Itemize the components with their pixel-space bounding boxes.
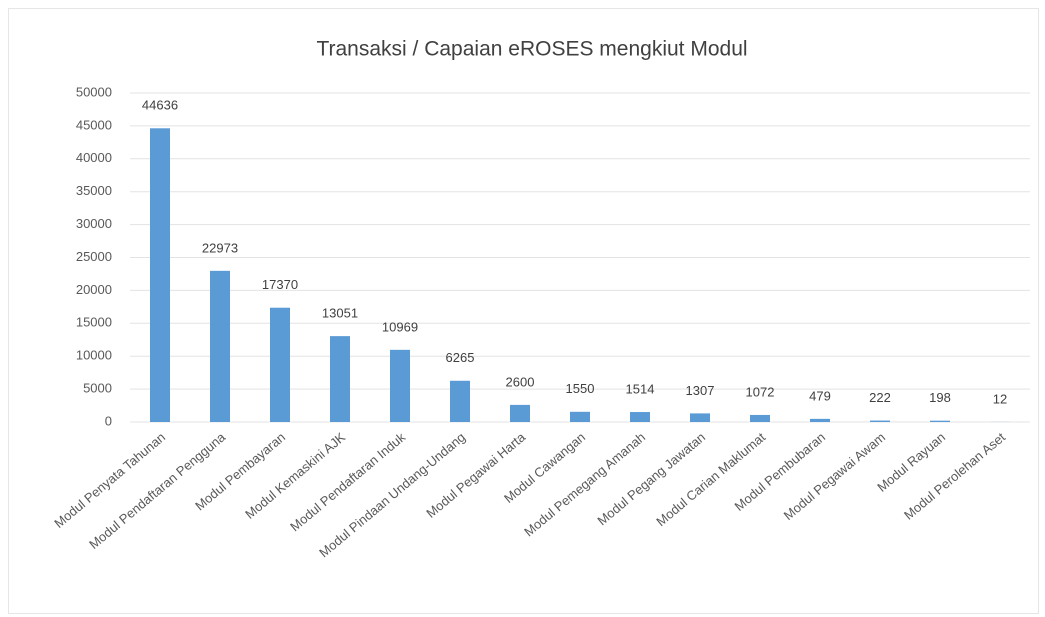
y-tick-label: 20000	[76, 282, 112, 297]
bar	[390, 349, 410, 422]
y-tick-label: 30000	[76, 216, 112, 231]
value-label: 10969	[382, 319, 418, 334]
value-label: 1550	[566, 381, 595, 396]
value-label: 1307	[686, 383, 715, 398]
value-label: 13051	[322, 306, 358, 321]
bar	[330, 336, 350, 422]
value-label: 198	[929, 390, 951, 405]
value-label: 479	[809, 388, 831, 403]
value-label: 22973	[202, 240, 238, 255]
value-label: 17370	[262, 277, 298, 292]
bar	[570, 411, 590, 422]
bar	[750, 414, 770, 422]
y-tick-label: 10000	[76, 348, 112, 363]
y-tick-label: 45000	[76, 117, 112, 132]
value-label: 2600	[506, 374, 535, 389]
value-label: 6265	[446, 350, 475, 365]
y-tick-label: 5000	[83, 381, 112, 396]
bar	[150, 128, 170, 423]
y-tick-label: 40000	[76, 150, 112, 165]
y-tick-label: 15000	[76, 315, 112, 330]
value-label: 12	[993, 391, 1007, 406]
y-tick-label: 50000	[76, 84, 112, 99]
value-label: 222	[869, 390, 891, 405]
value-label: 1514	[626, 381, 655, 396]
value-label: 44636	[142, 98, 178, 113]
y-tick-label: 25000	[76, 249, 112, 264]
value-label: 1072	[746, 384, 775, 399]
y-tick-label: 35000	[76, 183, 112, 198]
bar	[210, 270, 230, 422]
bar	[630, 412, 650, 422]
chart-title: Transaksi / Capaian eROSES mengkiut Modu…	[316, 38, 747, 61]
bar	[690, 413, 710, 422]
bar	[870, 420, 890, 422]
bar	[450, 380, 470, 422]
y-tick-label: 0	[105, 413, 112, 428]
chart-frame	[8, 8, 1039, 614]
bar	[930, 420, 950, 422]
bar	[270, 307, 290, 422]
bar	[810, 418, 830, 422]
bar	[510, 404, 530, 422]
